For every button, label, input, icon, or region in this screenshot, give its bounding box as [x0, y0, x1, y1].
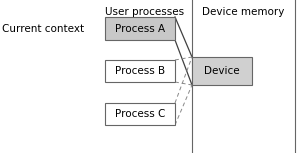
- Text: Device: Device: [204, 66, 240, 76]
- Text: Current context: Current context: [2, 24, 84, 34]
- Bar: [105, 17, 175, 40]
- Text: User processes: User processes: [105, 7, 185, 17]
- Text: Process B: Process B: [115, 66, 165, 76]
- Text: Process A: Process A: [115, 24, 165, 34]
- Bar: [192, 57, 252, 85]
- Bar: [105, 103, 175, 125]
- Text: Process C: Process C: [115, 109, 165, 119]
- Bar: [105, 60, 175, 82]
- Text: Device memory: Device memory: [202, 7, 285, 17]
